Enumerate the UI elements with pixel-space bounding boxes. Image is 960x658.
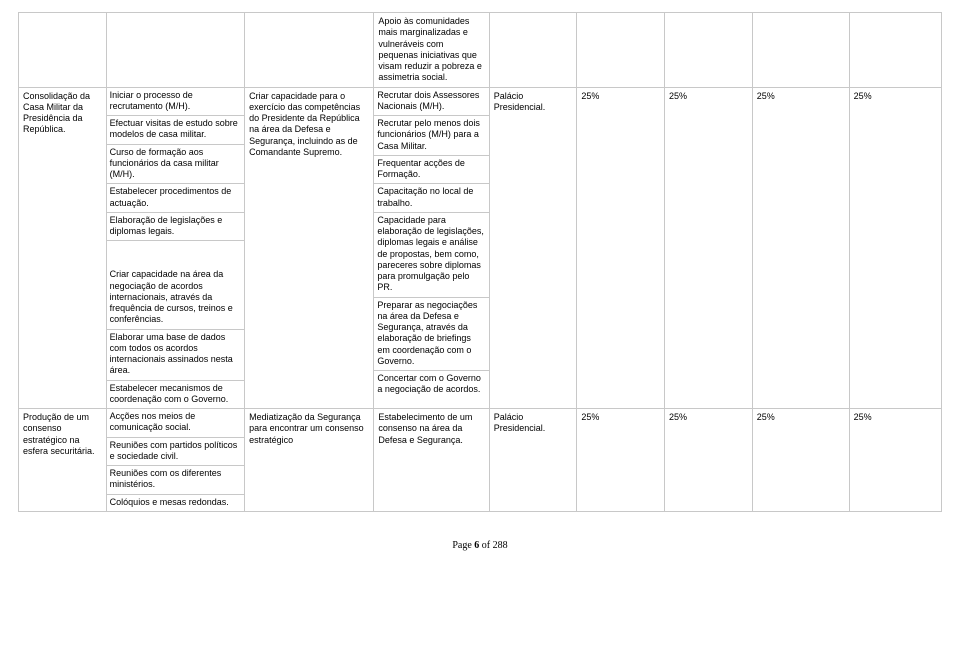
cell: Criar capacidade para o exercício das co… [245,87,374,409]
cell: 25% [849,409,941,512]
cell: Iniciar o processo de recrutamento (M/H)… [106,87,244,409]
cell: 25% [752,87,849,409]
cell: 25% [665,87,753,409]
cell: Recrutar dois Assessores Nacionais (M/H)… [374,87,489,409]
cell: Palácio Presidencial. [489,87,577,409]
cell: Acções nos meios de comunicação social. … [106,409,244,512]
table-row: Apoio às comunidades mais marginalizadas… [19,13,942,88]
row-title: Consolidação da Casa Militar da Presidên… [19,87,107,409]
main-table: Apoio às comunidades mais marginalizadas… [18,12,942,512]
cell: 25% [577,409,665,512]
row-title: Produção de um consenso estratégico na e… [19,409,107,512]
table-row: Produção de um consenso estratégico na e… [19,409,942,512]
cell: 25% [665,409,753,512]
table-row: Consolidação da Casa Militar da Presidên… [19,87,942,409]
cell: Estabelecimento de um consenso na área d… [374,409,489,512]
page-footer: Page 6 of 288 [18,540,942,551]
cell: 25% [752,409,849,512]
cell: 25% [849,87,941,409]
cell: Apoio às comunidades mais marginalizadas… [374,13,489,88]
cell: Palácio Presidencial. [489,409,577,512]
cell: Mediatização da Segurança para encontrar… [245,409,374,512]
cell: 25% [577,87,665,409]
